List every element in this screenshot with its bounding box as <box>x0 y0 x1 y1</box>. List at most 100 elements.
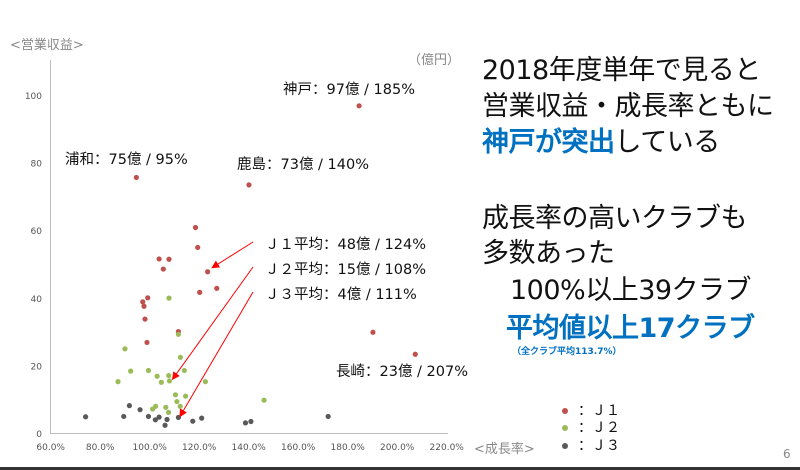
x-tick-label: 160.0% <box>281 443 316 453</box>
y-tick-label: 60 <box>31 227 43 237</box>
data-point-j3 <box>145 413 152 420</box>
x-tick-label: 220.0% <box>430 443 465 453</box>
legend-j3: ：Ｊ３ <box>562 435 620 455</box>
average-note: （全クラブ平均113.7%） <box>512 347 622 357</box>
data-point-j3 <box>248 418 254 425</box>
y-tick-label: 100 <box>25 92 42 102</box>
legend-label-j1: ：Ｊ１ <box>578 403 620 419</box>
data-point-j2 <box>172 392 179 398</box>
sub-line-2: 多数あった <box>482 238 615 269</box>
annotation-label: 鹿島：73億 / 140% <box>237 156 369 173</box>
legend-marker-j2 <box>562 425 568 431</box>
data-point-j3 <box>164 416 170 423</box>
data-point-j1 <box>141 303 147 309</box>
x-tick-label: 140.0% <box>232 443 267 453</box>
x-tick-label: 120.0% <box>182 443 217 453</box>
x-tick-label: 100.0% <box>133 443 168 453</box>
x-tick-label: 60.0% <box>36 443 65 453</box>
legend-j1: ：Ｊ１ <box>562 400 620 420</box>
legend-label-j3: ：Ｊ３ <box>578 438 620 454</box>
annotation-label: 神戸：97億 / 185% <box>283 81 415 98</box>
headline-line-1: 2018年度単年で見ると <box>482 55 761 86</box>
data-point-j1 <box>166 256 172 262</box>
annotation-arrow <box>179 291 254 418</box>
data-point-j1 <box>133 174 139 181</box>
x-tick-label: 200.0% <box>380 443 415 453</box>
data-point-j2 <box>158 379 164 385</box>
data-point-j2 <box>182 393 189 399</box>
legend-marker-j1 <box>562 408 568 414</box>
legend-label-j2: ：Ｊ２ <box>578 420 620 436</box>
sub-line-1: 成長率の高いクラブも <box>482 203 748 234</box>
data-point-j3 <box>199 415 205 421</box>
data-point-j1 <box>195 244 201 251</box>
x-tick-label: 180.0% <box>331 443 366 453</box>
data-point-j2 <box>163 404 169 410</box>
data-point-j1 <box>197 289 203 295</box>
data-point-j2 <box>174 398 180 405</box>
annotation-arrow <box>211 241 254 269</box>
data-point-j1 <box>160 266 166 272</box>
data-point-j2 <box>177 354 183 360</box>
y-tick-label: 20 <box>31 362 43 372</box>
data-point-j3 <box>82 414 89 420</box>
y-axis-unit: （億円） <box>408 53 461 68</box>
data-point-j2 <box>128 368 134 374</box>
data-point-j2 <box>181 367 187 374</box>
annotation-label: Ｊ１平均：48億 / 124% <box>265 236 426 253</box>
page-number: 6 <box>783 447 791 461</box>
data-point-j2 <box>115 379 121 385</box>
annotation-label: 浦和：75億 / 95% <box>65 151 188 168</box>
data-point-j3 <box>137 407 143 413</box>
data-point-j2 <box>166 295 172 301</box>
data-point-j1 <box>412 351 418 357</box>
headline-line-2: 営業収益・成長率ともに <box>482 91 774 122</box>
annotation-arrow <box>171 266 254 381</box>
data-point-j2 <box>154 373 160 379</box>
data-point-j3 <box>162 422 168 428</box>
data-point-j2 <box>122 346 128 352</box>
data-point-j1 <box>192 224 199 231</box>
data-point-j2 <box>153 403 159 409</box>
annotation-label: 長崎：23億 / 207% <box>336 363 468 380</box>
data-point-j1 <box>356 103 362 109</box>
data-point-j1 <box>140 299 146 305</box>
data-point-j1 <box>214 285 220 291</box>
headline-emphasis: 神戸が突出 <box>482 127 615 158</box>
data-point-j3 <box>190 418 196 424</box>
annotation-label: Ｊ２平均：15億 / 108% <box>265 261 426 278</box>
sub-line-3: 100%以上39クラブ <box>510 275 752 306</box>
headline-tail: している <box>614 127 721 158</box>
data-point-j2 <box>261 397 267 403</box>
x-tick-label: 80.0% <box>86 443 115 453</box>
data-point-j1 <box>144 339 150 346</box>
y-tick-label: 40 <box>31 295 43 305</box>
data-point-j1 <box>370 329 376 335</box>
data-point-j3 <box>126 403 133 409</box>
data-point-j1 <box>246 182 252 188</box>
sub-emphasis: 平均値以上17クラブ <box>506 313 755 344</box>
data-point-j3 <box>152 417 158 423</box>
data-point-j2 <box>177 403 183 409</box>
headline-line-3: 神戸が突出している <box>482 120 720 159</box>
y-axis-title: <営業収益> <box>10 38 84 53</box>
annotation-label: Ｊ３平均：4億 / 111% <box>265 286 417 303</box>
legend-j2: ：Ｊ２ <box>562 417 620 437</box>
data-point-j2 <box>165 409 172 415</box>
data-point-j3 <box>242 420 249 426</box>
data-point-j2 <box>166 372 172 379</box>
data-point-j1 <box>142 316 148 322</box>
x-axis-title: <成長率> <box>474 442 535 457</box>
data-point-j1 <box>205 269 211 275</box>
data-point-j2 <box>145 367 152 374</box>
data-point-j3 <box>156 414 162 420</box>
data-point-j3 <box>325 413 331 420</box>
legend-marker-j3 <box>562 443 568 449</box>
data-point-j3 <box>121 413 127 420</box>
data-point-j1 <box>145 295 151 301</box>
data-point-j2 <box>202 379 208 385</box>
data-point-j2 <box>166 378 173 384</box>
y-tick-label: 0 <box>36 430 42 440</box>
